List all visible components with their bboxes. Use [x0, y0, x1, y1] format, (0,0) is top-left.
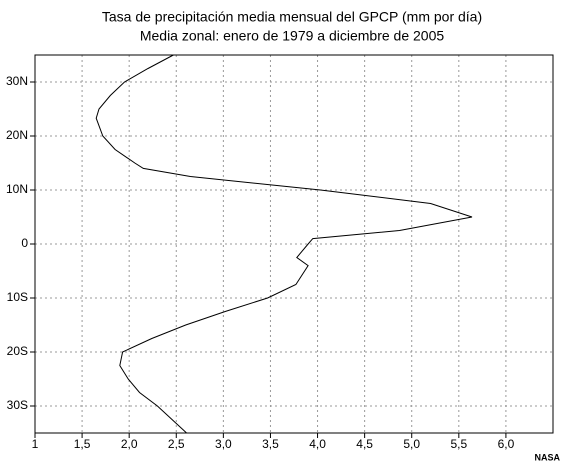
x-tick-label: 1: [32, 437, 39, 451]
y-tick-label: 20N: [6, 128, 28, 142]
x-tick-label: 5,5: [450, 437, 467, 451]
x-tick-label: 3,0: [215, 437, 232, 451]
x-tick-label: 4,5: [356, 437, 373, 451]
y-tick-label: 30S: [7, 398, 28, 412]
x-tick-label: 3,5: [262, 437, 279, 451]
chart-subtitle: Media zonal: enero de 1979 a diciembre d…: [140, 28, 445, 44]
y-tick-label: 20S: [7, 344, 28, 358]
y-tick-label: 0: [21, 236, 28, 250]
x-tick-label: 5,0: [403, 437, 420, 451]
x-tick-label: 1,5: [74, 437, 91, 451]
credit: NASA: [534, 452, 560, 462]
x-tick-label: 2,0: [121, 437, 138, 451]
x-tick-label: 4,0: [309, 437, 326, 451]
y-tick-label: 30N: [6, 74, 28, 88]
y-tick-label: 10N: [6, 182, 28, 196]
y-tick-label: 10S: [7, 290, 28, 304]
x-tick-label: 6,0: [498, 437, 515, 451]
data-line: [95, 54, 473, 434]
x-tick-label: 2,5: [168, 437, 185, 451]
plot-frame: [34, 54, 554, 434]
chart-title: Tasa de precipitación media mensual del …: [102, 9, 482, 25]
